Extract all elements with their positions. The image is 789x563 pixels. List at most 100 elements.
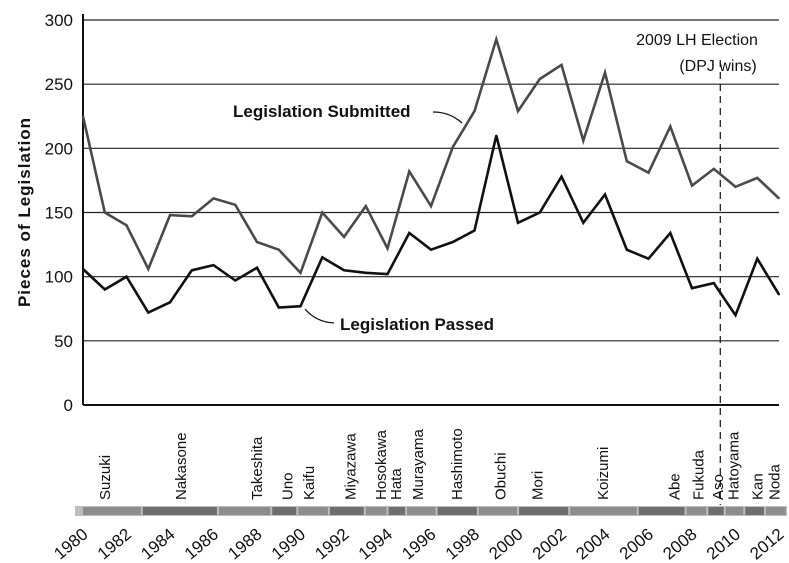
series-line bbox=[82, 135, 781, 318]
data-point bbox=[82, 115, 84, 118]
pm-name: Hashimoto bbox=[449, 428, 466, 500]
data-point bbox=[256, 241, 258, 243]
x-tick-label: 1994 bbox=[355, 525, 396, 563]
timeline-segment bbox=[519, 507, 569, 515]
y-tick-label: 100 bbox=[45, 268, 73, 287]
data-point bbox=[669, 232, 672, 234]
data-point bbox=[147, 268, 150, 270]
data-point bbox=[234, 279, 237, 282]
data-point bbox=[125, 275, 128, 278]
election-annotation: 2009 LH Election bbox=[636, 32, 758, 49]
pm-name: Mori bbox=[530, 471, 547, 500]
x-tick-label: 1990 bbox=[268, 525, 309, 563]
pm-name: Uno bbox=[279, 472, 296, 500]
data-point bbox=[321, 211, 324, 214]
data-point bbox=[169, 214, 171, 216]
data-point bbox=[147, 311, 150, 314]
data-point bbox=[669, 125, 672, 128]
x-tick-label: 2010 bbox=[703, 525, 744, 563]
data-point bbox=[234, 203, 237, 206]
data-point bbox=[778, 197, 780, 200]
data-point bbox=[604, 193, 606, 196]
pm-name: Aso bbox=[710, 474, 727, 500]
data-point bbox=[756, 257, 759, 260]
data-point bbox=[277, 306, 280, 309]
data-point bbox=[582, 139, 585, 142]
data-point bbox=[473, 110, 476, 113]
data-point bbox=[560, 175, 563, 178]
data-point bbox=[712, 282, 715, 284]
data-point bbox=[691, 287, 693, 290]
data-point bbox=[451, 241, 454, 243]
data-point bbox=[386, 273, 389, 275]
data-point bbox=[299, 305, 302, 308]
pm-name: Koizumi bbox=[595, 447, 612, 500]
data-point bbox=[712, 167, 715, 170]
data-point bbox=[756, 176, 759, 179]
timeline-segment bbox=[437, 507, 477, 515]
data-point bbox=[451, 146, 454, 148]
axes bbox=[82, 14, 779, 406]
x-tick-label: 1986 bbox=[181, 525, 222, 563]
timeline-segment bbox=[570, 507, 637, 515]
pm-name: Noda bbox=[767, 463, 784, 500]
pm-name: Hosokawa bbox=[373, 429, 390, 500]
data-point bbox=[538, 78, 541, 80]
x-tick-label: 1988 bbox=[224, 525, 265, 563]
data-point bbox=[430, 248, 432, 251]
x-tick-label: 1996 bbox=[398, 525, 439, 563]
pm-name: Kaifu bbox=[301, 466, 318, 500]
pm-name: Miyazawa bbox=[343, 433, 360, 500]
y-tick-labels: 0 50 100 150 200 250 300 bbox=[45, 11, 73, 415]
timeline-segment bbox=[478, 507, 518, 515]
x-tick-label: 2006 bbox=[616, 525, 657, 563]
series-line bbox=[81, 34, 780, 276]
election-annotation-sub: (DPJ wins) bbox=[679, 58, 756, 75]
y-tick-label: 150 bbox=[45, 204, 73, 223]
series-labels: Legislation Submitted Legislation Passed bbox=[233, 102, 494, 334]
timeline-segment bbox=[272, 507, 297, 515]
data-point bbox=[256, 266, 258, 269]
timeline-segment bbox=[218, 507, 271, 515]
x-tick-label: 2008 bbox=[659, 525, 700, 563]
data-point bbox=[647, 257, 650, 260]
x-tick-label: 1998 bbox=[442, 525, 483, 563]
data-point bbox=[517, 110, 519, 113]
timeline-segment bbox=[765, 507, 786, 515]
data-point bbox=[625, 160, 628, 163]
pm-name: Takeshita bbox=[249, 436, 266, 500]
series-label-passed: Legislation Passed bbox=[340, 315, 494, 334]
data-point bbox=[299, 271, 302, 274]
grid-lines bbox=[83, 19, 779, 342]
data-point bbox=[321, 256, 324, 259]
data-point bbox=[517, 221, 519, 224]
timeline-segment bbox=[83, 507, 141, 515]
x-tick-label: 1992 bbox=[311, 525, 352, 563]
data-point bbox=[691, 184, 693, 187]
x-tick-labels: 1980 1982 1984 1986 1988 1990 1992 1994 1996 1998… bbox=[50, 525, 787, 563]
data-point bbox=[495, 38, 498, 41]
timeline-segment bbox=[388, 507, 406, 515]
x-tick-label: 2002 bbox=[529, 525, 570, 563]
data-point bbox=[538, 211, 541, 214]
data-point bbox=[582, 221, 585, 224]
data-point bbox=[734, 314, 737, 317]
timeline-segment bbox=[708, 507, 724, 515]
pm-name: Kan bbox=[749, 473, 766, 500]
data-point bbox=[277, 248, 280, 251]
timeline-segment bbox=[407, 507, 436, 515]
data-point bbox=[473, 229, 476, 232]
timeline-segment bbox=[298, 507, 328, 515]
timeline-segment bbox=[638, 507, 685, 515]
data-point bbox=[364, 271, 367, 274]
pm-name: Nakasone bbox=[173, 432, 190, 500]
pm-name: Abe bbox=[667, 473, 684, 500]
data-point bbox=[169, 301, 171, 304]
data-point bbox=[190, 215, 193, 218]
x-tick-label: 2004 bbox=[572, 525, 613, 563]
x-tick-label: 1982 bbox=[94, 525, 135, 563]
data-point bbox=[408, 170, 411, 173]
timeline-segment bbox=[142, 507, 217, 515]
data-point bbox=[82, 268, 84, 270]
data-point bbox=[647, 171, 650, 174]
